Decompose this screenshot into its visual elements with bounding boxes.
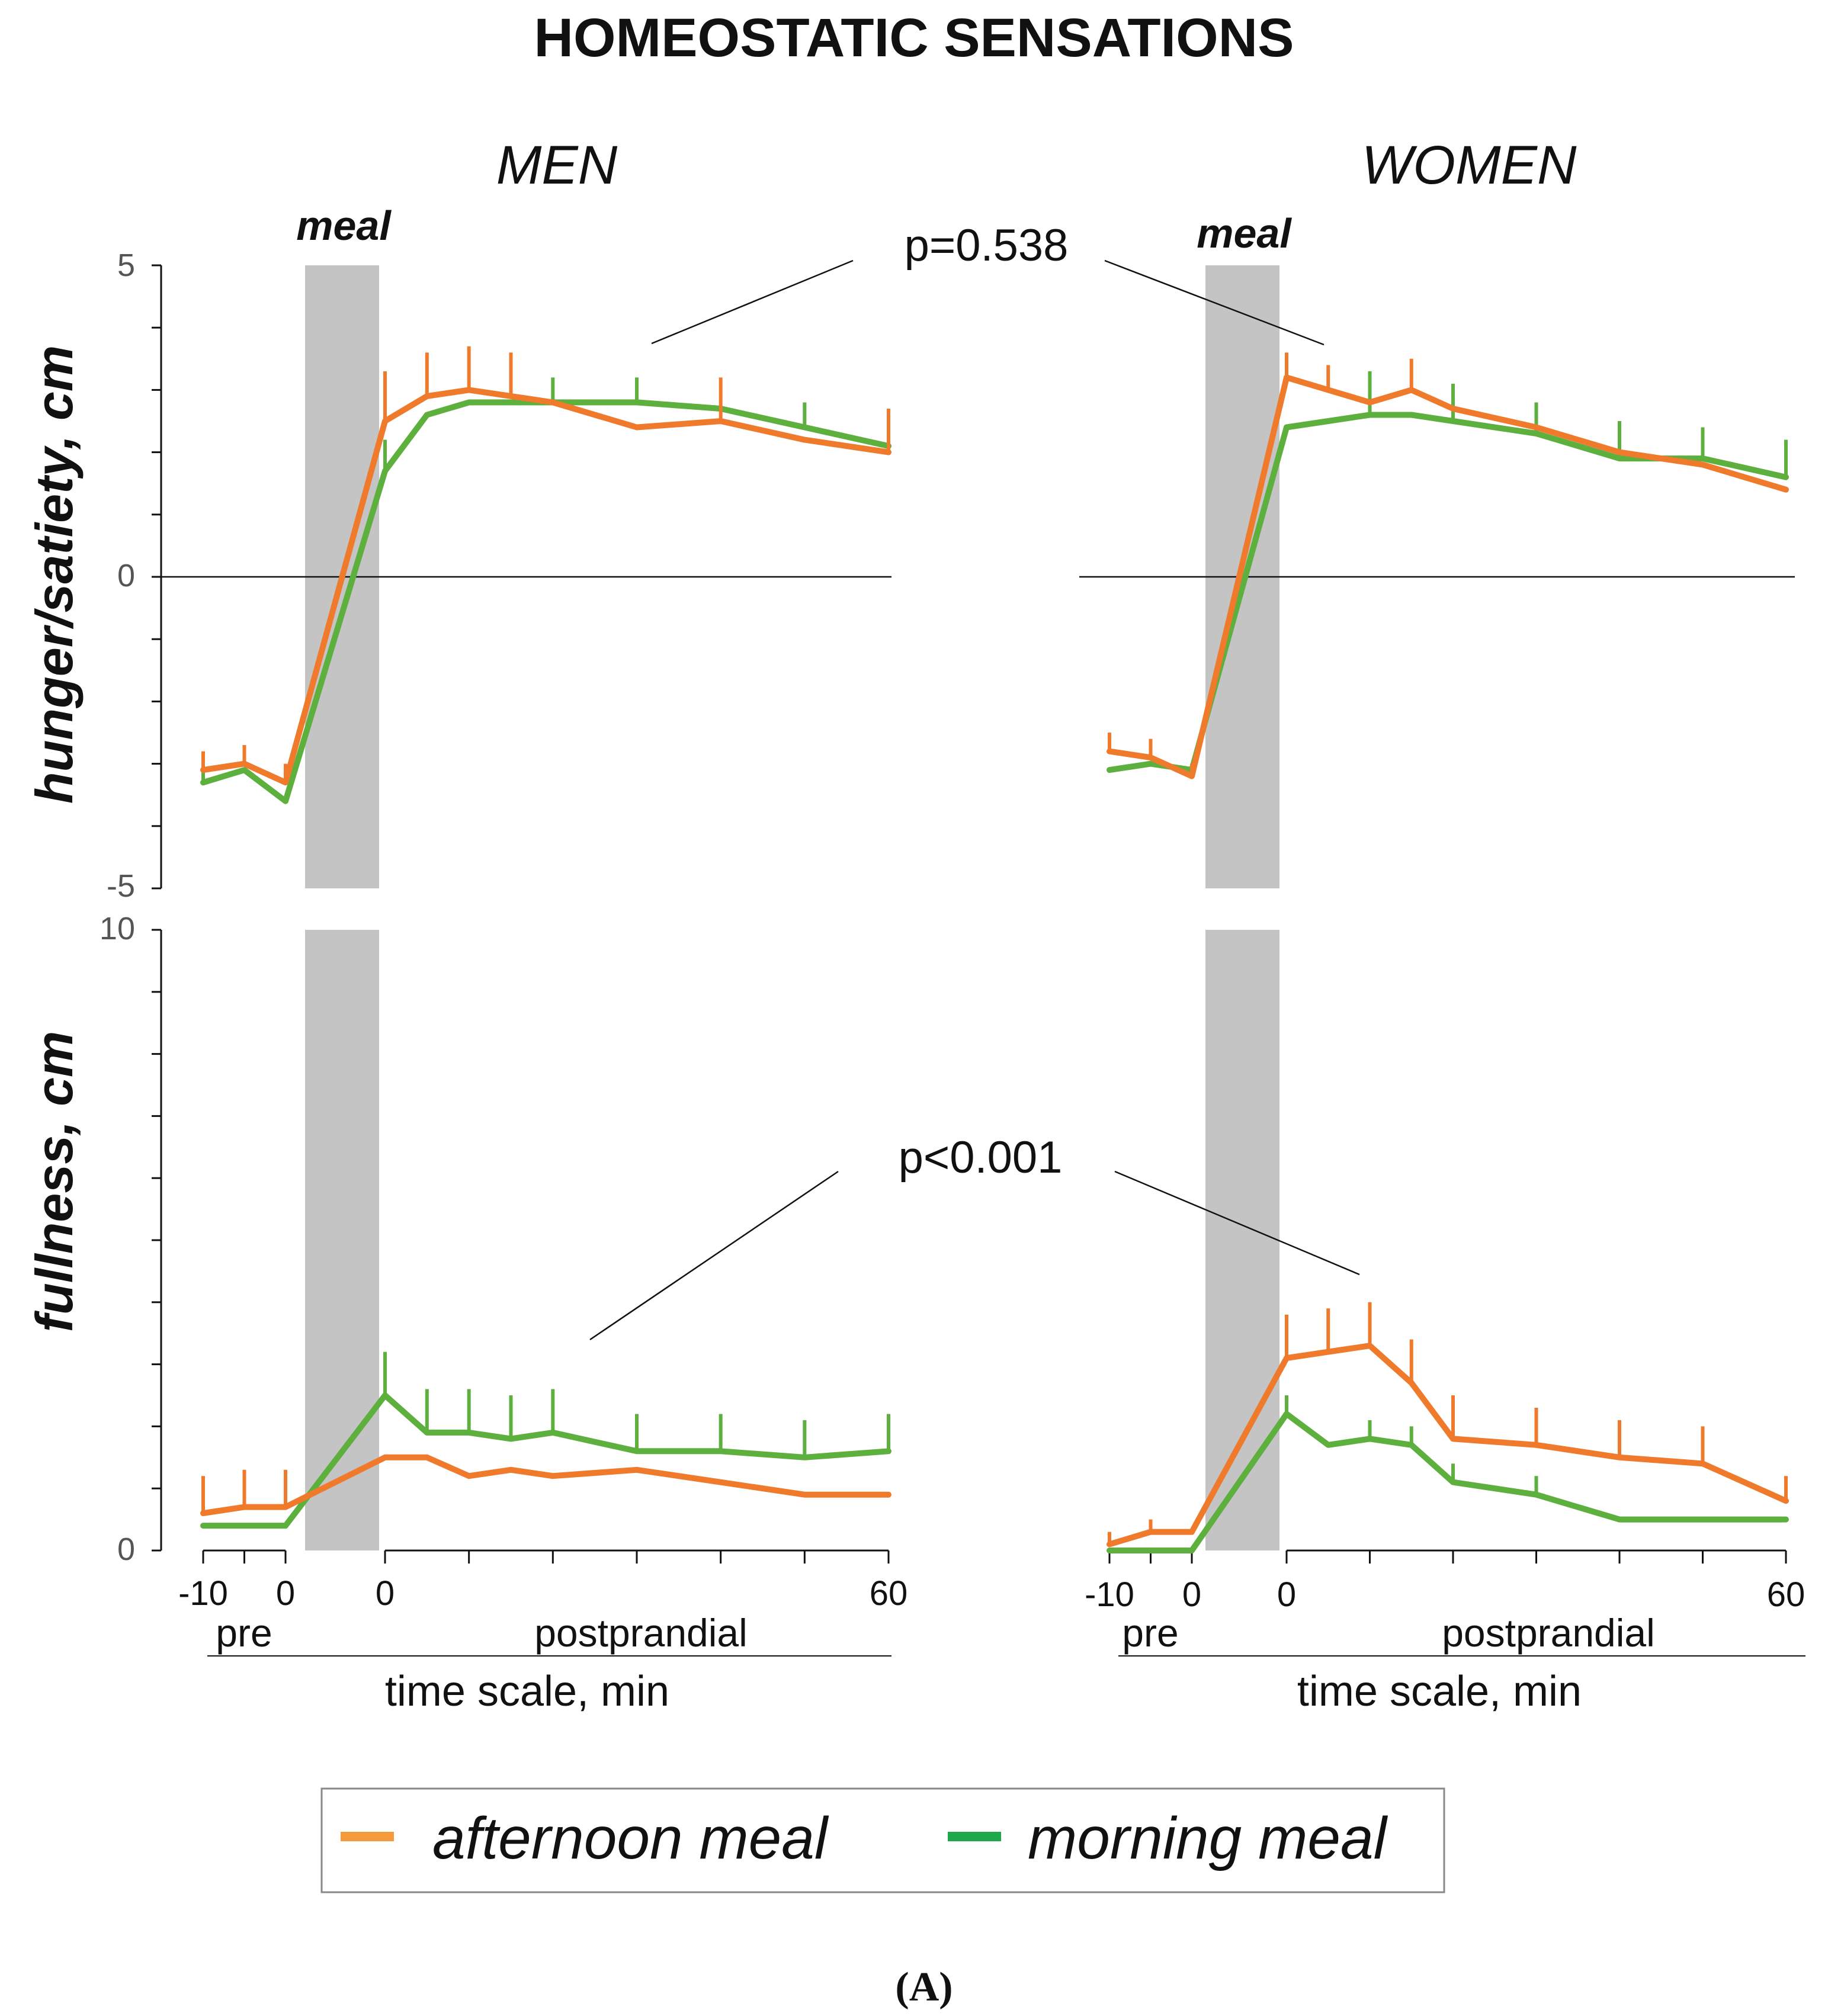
y-axis-label-hunger: hunger/satiety, cm [25,345,84,804]
x-tick-pre-start-women: -10 [1085,1575,1134,1614]
legend-swatch-afternoon [341,1832,394,1841]
series-line-morning [200,399,891,804]
x-tick-post-start-women: 0 [1277,1575,1296,1614]
meal-band [305,930,379,1550]
series-line-afternoon [200,1454,891,1517]
p-value-connector [589,1170,839,1341]
figure-title: HOMEOSTATIC SENSATIONS [534,8,1294,68]
p-value-hunger: p=0.538 [905,220,1069,271]
meal-band [1205,930,1279,1550]
legend-swatch-morning [948,1832,1001,1841]
series-line-morning [1107,1411,1789,1553]
series-line-morning [1107,412,1789,773]
y-tick-label: 5 [117,248,135,283]
legend-label-morning: morning meal [1028,1805,1388,1871]
x-tick-pre-end-women: 0 [1182,1575,1201,1614]
x-tick-pre-end-men: 0 [276,1574,295,1613]
figure-caption: (A) [895,1964,953,2010]
x-tick-pre-start-men: -10 [178,1574,228,1613]
y-tick-label: 10 [100,911,135,946]
y-axis-label-fullness: fullness, cm [25,1031,84,1333]
series-line-afternoon [1107,1343,1789,1548]
column-title-men: MEN [496,135,618,195]
x-tick-post-end-men: 60 [870,1574,908,1613]
p-value-connector [1114,1170,1360,1276]
y-tick-label: 0 [117,1532,135,1567]
plot-layer [152,259,1805,1657]
p-value-connector [1104,259,1325,346]
y-tick-label: -5 [107,868,135,904]
x-tick-post-start-men: 0 [376,1574,395,1613]
phase-label-post-women: postprandial [1442,1611,1655,1655]
series-line-afternoon [200,387,891,786]
x-axis-label-men: time scale, min [385,1668,669,1715]
series-line-morning [200,1392,891,1529]
meal-label-men: meal [296,203,392,249]
phase-label-pre-women: pre [1122,1611,1178,1655]
legend-box [320,1787,1445,1893]
x-axis-label-women: time scale, min [1297,1668,1582,1715]
p-value-connector [651,259,854,345]
phase-label-post-men: postprandial [534,1611,748,1655]
y-tick-label: 0 [117,558,135,593]
column-title-women: WOMEN [1362,135,1577,195]
legend-label-afternoon: afternoon meal [432,1805,829,1871]
meal-label-women: meal [1197,210,1292,256]
p-value-fullness: p<0.001 [899,1132,1063,1183]
phase-label-pre-men: pre [216,1611,272,1655]
series-line-afternoon [1107,374,1789,779]
x-tick-post-end-women: 60 [1767,1575,1805,1614]
